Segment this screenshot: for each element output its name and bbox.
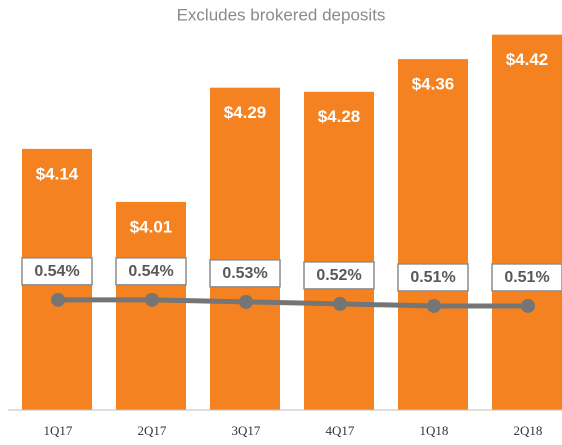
x-tick-label: 4Q17: [326, 423, 355, 438]
line-value-label: 0.51%: [410, 269, 455, 286]
line-marker: [521, 298, 535, 313]
bar-value-label: $4.01: [130, 217, 173, 236]
x-tick-label: 1Q18: [420, 423, 449, 438]
x-tick-label: 2Q18: [514, 423, 543, 438]
line-marker: [145, 292, 159, 307]
line-label-box: [303, 261, 375, 290]
line-label-box: [491, 263, 562, 292]
bar-value-label: $4.42: [506, 50, 549, 69]
line-value-label: 0.51%: [504, 269, 549, 286]
bar: [492, 34, 562, 410]
line-marker: [239, 294, 253, 309]
line-marker: [333, 296, 347, 311]
x-tick-label: 2Q17: [138, 423, 167, 438]
line-label-box: [209, 259, 281, 288]
bar-value-label: $4.29: [224, 103, 267, 122]
line: [58, 297, 528, 309]
line-value-label: 0.53%: [222, 265, 267, 282]
line-label-box: [115, 257, 187, 286]
chart-subtitle: Excludes brokered deposits: [177, 5, 386, 24]
line-marker: [427, 298, 441, 313]
bar-value-label: $4.28: [318, 107, 361, 126]
x-tick-label: 1Q17: [44, 423, 73, 438]
bar: [304, 91, 374, 410]
x-tick-label: 3Q17: [232, 423, 261, 438]
line-label-box: [397, 263, 469, 292]
line-value-label: 0.52%: [316, 267, 361, 284]
bar-value-label: $4.36: [412, 75, 455, 94]
line-marker: [51, 292, 65, 307]
line-value-label: 0.54%: [128, 263, 173, 280]
line-value-label: 0.54%: [34, 263, 79, 280]
bar-value-label: $4.14: [36, 164, 79, 183]
bar: [210, 87, 280, 411]
line-label-box: [21, 257, 93, 286]
bar: [398, 59, 468, 411]
